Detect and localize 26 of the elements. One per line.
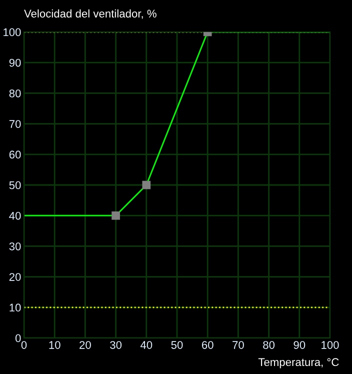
y-tick-label: 0 (15, 334, 21, 342)
point (142, 180, 151, 190)
x-tick-label: 10 (49, 341, 60, 349)
x-tick-label: 60 (202, 341, 214, 349)
y-tick-label: 20 (9, 273, 21, 281)
y-tick-label: 50 (9, 181, 21, 190)
y-tick-label: 40 (9, 212, 21, 220)
point (112, 211, 120, 220)
x-tick-label: 70 (232, 341, 244, 349)
y-axis-title: Velocidad del ventilador, % (24, 9, 156, 19)
y-tick-label: 30 (9, 242, 21, 250)
x-axis-title: Temperatura, °C (258, 358, 339, 368)
y-tick-label: 80 (9, 89, 21, 98)
x-tick-label: 90 (294, 341, 306, 349)
x-tick-label: 100 (322, 341, 339, 349)
x-tick-label: 20 (80, 341, 91, 349)
y-tick-label: 60 (9, 150, 21, 159)
y-tick-label: 90 (9, 58, 21, 67)
y-tick-label: 10 (10, 304, 21, 312)
x-tick-label: 40 (140, 341, 152, 349)
x-tick-label: 30 (110, 341, 122, 349)
y-tick-label: 100 (4, 28, 21, 36)
x-tick-label: 0 (21, 341, 27, 349)
y-tick-label: 70 (9, 120, 21, 128)
x-tick-label: 80 (263, 341, 275, 349)
x-tick-label: 50 (171, 341, 183, 349)
